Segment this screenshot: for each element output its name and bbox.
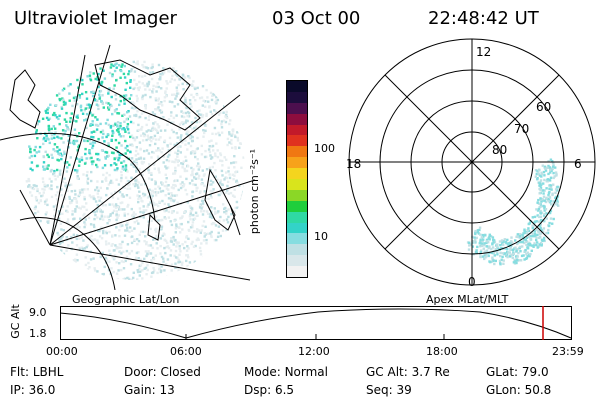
time-label: 22:48:42 UT	[428, 8, 539, 29]
colorbar-swatch	[287, 244, 307, 256]
colorbar-swatch	[287, 211, 307, 223]
param-door: Door: Closed	[124, 365, 201, 379]
timeline-x-tick: 23:59	[552, 345, 584, 358]
coastline	[94, 59, 201, 131]
colorbar-swatch	[287, 91, 307, 103]
mlt-label-6: 6	[574, 157, 582, 171]
colorbar-swatch	[287, 200, 307, 212]
colorbar-tick: 10	[314, 230, 328, 243]
mlat-label: 80	[492, 143, 507, 157]
colorbar-unit-label: photon cm⁻²s⁻¹	[248, 148, 262, 235]
param-dsp: Dsp: 6.5	[244, 383, 295, 397]
mlt-label-12: 12	[476, 45, 491, 59]
colorbar-swatch	[287, 135, 307, 147]
param-seq: Seq: 39	[366, 383, 412, 397]
timeline-y-tick: 1.8	[29, 327, 47, 340]
colorbar-swatch	[287, 124, 307, 136]
param-flt: Flt: LBHL	[10, 365, 64, 379]
param-gain: Gain: 13	[124, 383, 175, 397]
colorbar-swatch	[287, 189, 307, 201]
mlat-label: 60	[536, 100, 551, 114]
colorbar-swatch	[287, 222, 307, 234]
mlat-label: 70	[514, 122, 529, 136]
param-glon: GLon: 50.8	[486, 383, 552, 397]
colorbar-swatch	[287, 146, 307, 158]
param-glat: GLat: 79.0	[486, 365, 549, 379]
geographic-map	[0, 44, 256, 290]
coastline	[9, 69, 41, 129]
timeline-x-tick: 06:00	[170, 345, 202, 358]
date-label: 03 Oct 00	[272, 8, 361, 29]
colorbar-swatch	[287, 113, 307, 125]
timeline-x-tick: 00:00	[46, 345, 78, 358]
colorbar	[286, 80, 308, 278]
mlt-label-18: 18	[346, 157, 361, 171]
colorbar-swatch	[287, 157, 307, 169]
colorbar-swatch	[287, 255, 307, 267]
apex-caption: Apex MLat/MLT	[426, 293, 509, 306]
timeline-axis-title: GC Alt	[8, 304, 22, 339]
param-ip: IP: 36.0	[10, 383, 56, 397]
instrument-title: Ultraviolet Imager	[14, 8, 177, 29]
colorbar-swatch	[287, 81, 307, 92]
colorbar-swatch	[287, 168, 307, 180]
polar-plot: 12 0 18 6 60 70 80	[346, 38, 596, 289]
timeline-x-tick: 18:00	[426, 345, 458, 358]
altitude-timeline	[60, 306, 572, 340]
coastline	[147, 213, 161, 241]
colorbar-tick: 100	[314, 142, 335, 155]
param-gc-alt: GC Alt: 3.7 Re	[366, 365, 450, 379]
timeline-x-tick: 12:00	[298, 345, 330, 358]
colorbar-swatch	[287, 233, 307, 245]
colorbar-swatch	[287, 102, 307, 114]
mlt-label-0: 0	[468, 275, 476, 289]
timeline-y-tick: 9.0	[29, 306, 47, 319]
geographic-caption: Geographic Lat/Lon	[72, 293, 180, 306]
colorbar-swatch	[287, 266, 307, 278]
colorbar-swatch	[287, 179, 307, 190]
param-mode: Mode: Normal	[244, 365, 328, 379]
